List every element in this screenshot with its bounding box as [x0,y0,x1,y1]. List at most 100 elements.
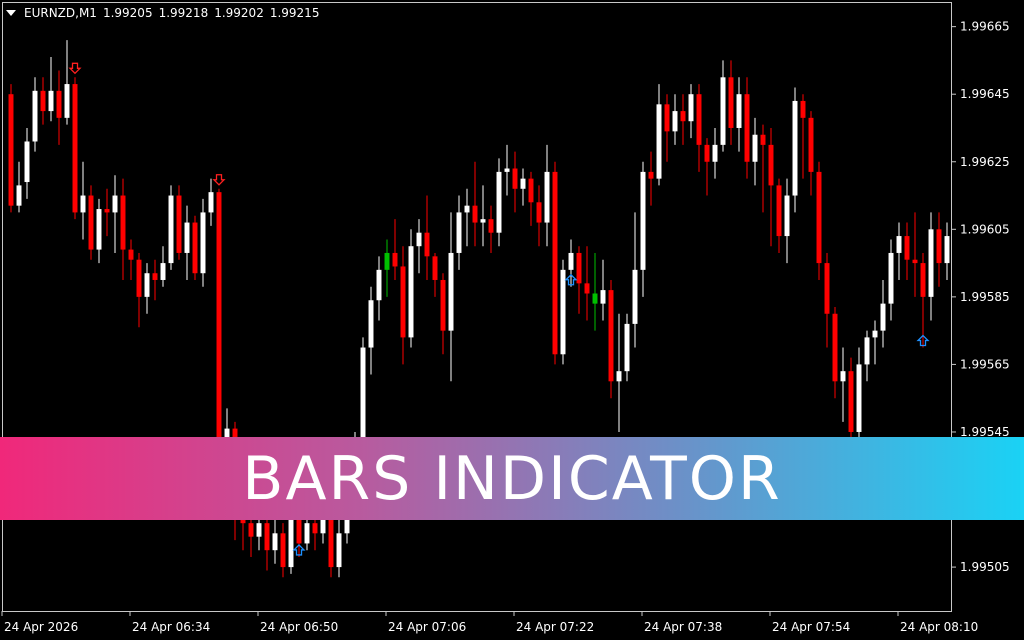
candle-body [752,134,758,162]
candle-body [656,104,662,179]
candle-body [496,171,502,233]
candle-body [136,259,142,297]
candle-body [504,168,510,172]
candle-body [664,104,670,132]
time-axis-label: 24 Apr 06:34 [132,620,210,634]
candle-body [104,209,110,213]
symbol-label: EURNZD,M1 [24,6,97,20]
open-value: 1.99205 [102,6,153,20]
low-value: 1.99202 [214,6,264,20]
candle-body [336,533,342,568]
candle-body [912,259,918,264]
candle-body [616,371,622,382]
candle-body [520,178,526,189]
time-axis-label: 24 Apr 06:50 [260,620,338,634]
candle-body [904,236,910,260]
candle-body [168,195,174,264]
candle-body [152,273,158,280]
candle-body [632,269,638,324]
candle-body [688,94,694,122]
price-axis-label: 1.99605 [960,222,1010,236]
candle-body [176,195,182,253]
candle-body [64,84,70,118]
candle-body [576,252,582,284]
candle-body [8,94,14,206]
candle-body [144,273,150,297]
candle-body [480,219,486,223]
candle-body [896,236,902,253]
candle-body [72,84,78,213]
candle-body [96,209,102,250]
candle-body [832,313,838,382]
time-axis-label: 24 Apr 07:54 [772,620,850,634]
candle-body [216,192,222,456]
candle-body [200,212,206,274]
candle-body [440,279,446,331]
candle-body [784,195,790,237]
candle-body [552,171,558,355]
candle-body [56,90,62,118]
candle-body [288,489,294,568]
candle-body [800,100,806,118]
candle-body [640,171,646,270]
candle-body [80,195,86,213]
candle-body [744,94,750,162]
candle-body [848,371,854,432]
candle-body [592,293,598,304]
candle-body [248,523,254,537]
candle-body [32,90,38,142]
candle-body [120,195,126,250]
candle-body [272,533,278,551]
candle-body [760,134,766,145]
candle-body [584,283,590,294]
price-axis-label: 1.99625 [960,155,1010,169]
title-banner: BARS INDICATOR [0,437,1024,520]
candle-body [48,90,54,112]
up-arrow-icon [916,334,930,347]
price-axis-label: 1.99505 [960,560,1010,574]
candle-body [256,523,262,537]
candle-body [416,232,422,247]
candle-body [624,323,630,372]
candle-body [792,100,798,196]
candle-body [280,533,286,568]
candle-body [568,252,574,270]
candle-body [472,205,478,223]
time-axis-label: 24 Apr 07:06 [388,620,466,634]
candle-body [384,252,390,270]
close-value: 1.99215 [269,6,320,20]
candle-body [600,290,606,304]
candle-body [528,178,534,203]
price-axis-label: 1.99545 [960,425,1010,439]
candle-body [544,171,550,223]
candle-body [512,168,518,189]
candle-body [312,523,318,534]
candle-body [424,232,430,257]
candle-body [856,364,862,432]
up-arrow-icon [292,544,306,556]
candle-body [376,269,382,301]
candle-body [944,236,950,264]
candle-body [400,266,406,338]
candle-body [368,300,374,348]
candle-body [208,192,214,213]
dropdown-triangle-icon[interactable] [6,10,16,16]
candle-body [560,269,566,355]
candle-body [408,246,414,338]
candle-body [648,171,654,179]
high-value: 1.99218 [158,6,209,20]
candle-body [488,219,494,233]
candle-body [40,90,46,112]
candle-body [872,330,878,338]
candle-body [672,111,678,132]
candle-body [536,202,542,223]
candle-body [128,249,134,260]
candle-body [392,252,398,267]
candle-body [112,195,118,213]
candle-body [928,229,934,297]
candle-body [736,94,742,128]
candle-body [88,195,94,250]
candle-body [920,263,926,297]
